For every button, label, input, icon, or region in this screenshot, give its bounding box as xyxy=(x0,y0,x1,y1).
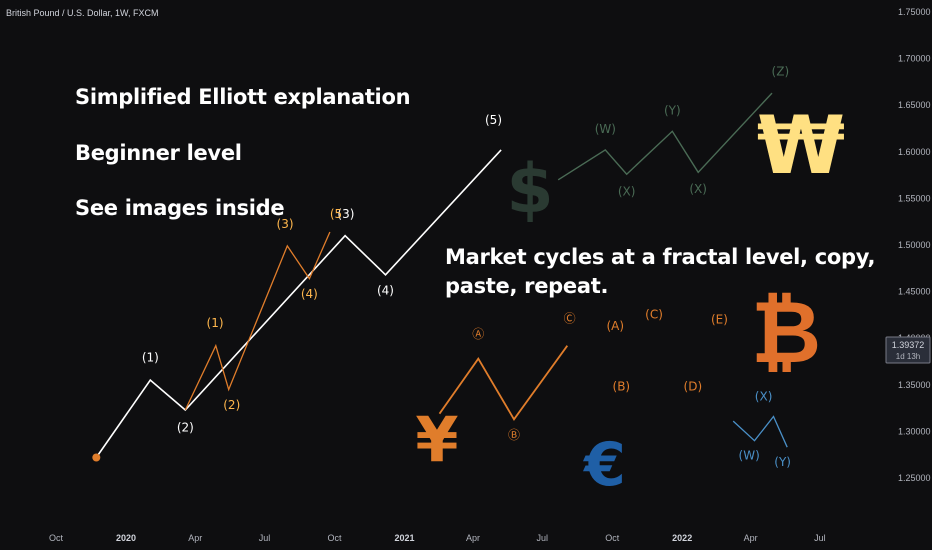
y-tick-label: 1.35000 xyxy=(898,380,931,390)
wave-label: (X) xyxy=(618,185,636,199)
wave-label: (X) xyxy=(689,182,707,196)
x-tick-label: Jul xyxy=(536,533,548,543)
x-tick-label: Apr xyxy=(466,533,480,543)
series-line-wxyxz xyxy=(557,92,773,181)
y-tick-label: 1.30000 xyxy=(898,426,931,436)
wave-label: (E) xyxy=(711,312,728,326)
wave-label: (3) xyxy=(277,217,294,231)
series-line-main-impulse xyxy=(95,149,502,458)
won-sign-icon: ₩ xyxy=(757,99,845,192)
symbol-header: British Pound / U.S. Dollar, 1W, FXCM xyxy=(6,8,159,18)
x-tick-label: Apr xyxy=(188,533,202,543)
x-tick-label: 2020 xyxy=(116,533,136,543)
wave-label: (A) xyxy=(606,319,624,333)
y-tick-label: 1.50000 xyxy=(898,240,931,250)
wave-label: (Z) xyxy=(772,64,790,78)
y-tick-label: 1.75000 xyxy=(898,7,931,17)
price-tag-value: 1.39372 xyxy=(892,340,925,350)
x-tick-label: Apr xyxy=(744,533,758,543)
x-tick-label: Oct xyxy=(327,533,342,543)
x-tick-label: Jul xyxy=(259,533,271,543)
series-line-sub-impulse xyxy=(184,231,331,411)
x-tick-label: 2021 xyxy=(394,533,414,543)
wave-label: Ⓒ xyxy=(564,311,576,325)
annotation-fractal-line2: paste, repeat. xyxy=(445,274,608,298)
bitcoin-sign-icon: ₿ xyxy=(751,283,821,383)
wave-label: (C) xyxy=(645,308,663,322)
euro-sign-icon: € xyxy=(582,430,626,500)
wave-labels: (1) (2) (3) (4) (5) (1) (2) (3) (4) (5 Ⓐ Ⓑ Ⓒ (W) (X) (Y… xyxy=(142,64,791,469)
y-tick-label: 1.25000 xyxy=(898,473,931,483)
wave-start-point xyxy=(92,453,101,462)
wave-label: (4) xyxy=(301,287,318,301)
wave-label: (5) xyxy=(485,113,502,127)
y-tick-label: 1.60000 xyxy=(898,147,931,157)
annotation-fractal-line1: Market cycles at a fractal level, copy, xyxy=(445,245,875,269)
wave-label: (Y) xyxy=(774,455,791,469)
x-tick-label: Oct xyxy=(605,533,620,543)
wave-label: (B) xyxy=(613,379,631,393)
wave-label: Ⓑ xyxy=(508,428,520,442)
wave-label: (2) xyxy=(177,420,194,434)
wave-label: (W) xyxy=(739,448,760,462)
annotation-title: Simplified Elliott explanation xyxy=(75,85,410,109)
wave-label: (2) xyxy=(223,398,240,412)
time-axis[interactable]: Oct 2020 Apr Jul Oct 2021 Apr Jul Oct 2022 Apr Jul xyxy=(49,533,826,543)
wave-label: (W) xyxy=(595,122,616,136)
y-tick-label: 1.70000 xyxy=(898,54,931,64)
wave-label: (1) xyxy=(207,316,224,330)
wave-label: (1) xyxy=(142,351,159,365)
wave-drawings xyxy=(92,92,788,462)
wave-label: Ⓐ xyxy=(472,327,484,341)
yen-sign-icon: ¥ xyxy=(415,403,458,476)
wave-label: (Y) xyxy=(664,104,681,118)
series-line-abc xyxy=(438,345,569,421)
wave-label: (D) xyxy=(684,379,703,393)
dollar-sign-icon: $ xyxy=(506,150,553,229)
annotation-images: See images inside xyxy=(75,196,284,220)
y-tick-label: 1.45000 xyxy=(898,287,931,297)
x-tick-label: Oct xyxy=(49,533,64,543)
wave-label: (5 xyxy=(330,207,342,221)
series-line-small-wxy xyxy=(732,415,788,448)
current-price-tag: 1.39372 1d 13h xyxy=(885,336,931,364)
y-tick-label: 1.65000 xyxy=(898,100,931,110)
x-tick-label: Jul xyxy=(814,533,826,543)
annotation-level: Beginner level xyxy=(75,141,242,165)
x-tick-label: 2022 xyxy=(672,533,692,543)
price-tag-countdown: 1d 13h xyxy=(896,352,920,361)
y-tick-label: 1.55000 xyxy=(898,193,931,203)
price-tag-box xyxy=(885,336,931,364)
wave-label: (X) xyxy=(755,390,773,404)
wave-label: (4) xyxy=(377,283,394,297)
wave-label: (3) xyxy=(337,207,354,221)
